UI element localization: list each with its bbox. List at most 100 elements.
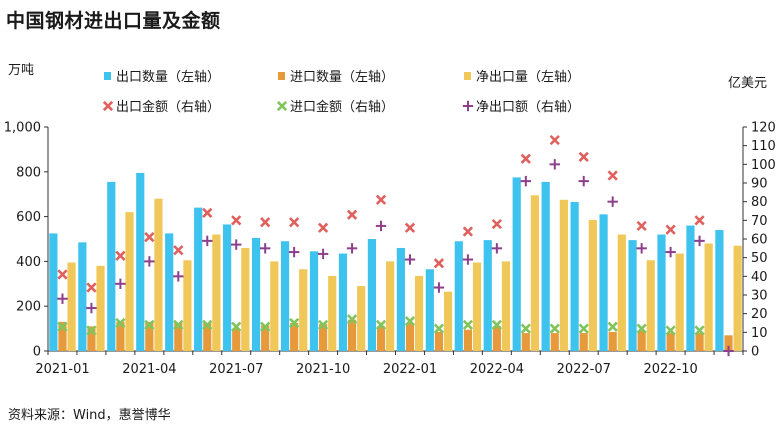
x-tick-label: 2021-07 <box>209 362 263 377</box>
marker-import-value <box>462 319 474 330</box>
bar-import-volume <box>405 323 415 351</box>
marker-net-export-value <box>549 159 560 170</box>
marker-import-value <box>491 319 502 330</box>
x-tick-label: 2021-04 <box>122 362 176 377</box>
legend-label: 出口金额（右轴） <box>116 99 220 115</box>
bar-export-volume <box>657 234 666 351</box>
bar-export-volume <box>338 253 348 351</box>
bar-import-volume <box>608 331 617 351</box>
marker-export-value <box>202 207 213 218</box>
marker-export-value <box>173 245 184 256</box>
bar-net-export-volume <box>125 212 134 351</box>
y-right-tick-label: 80 <box>751 195 768 210</box>
bar-net-export-volume <box>559 199 568 351</box>
y-right-tick-label: 60 <box>751 233 768 248</box>
y-right-tick-label: 10 <box>751 326 768 341</box>
marker-export-value <box>636 220 647 232</box>
bar-net-export-volume <box>675 253 684 351</box>
marker-export-value <box>289 217 300 228</box>
marker-export-value <box>665 224 676 235</box>
bar-import-volume <box>434 331 444 351</box>
marker-export-value <box>231 215 242 226</box>
marker-net-export-value <box>665 246 676 258</box>
bar-export-volume <box>136 172 145 351</box>
bar-import-volume <box>319 324 328 351</box>
marker-export-value <box>462 226 474 237</box>
bar-import-volume <box>116 321 125 351</box>
bar-export-volume <box>628 240 637 351</box>
marker-net-export-value <box>346 243 358 254</box>
bar-net-export-volume <box>501 261 511 351</box>
bar-net-export-volume <box>96 265 105 351</box>
marker-export-value <box>520 153 531 164</box>
x-tick-label: 2022-01 <box>383 362 437 377</box>
bar-import-volume <box>579 333 588 351</box>
y-right-tick-label: 70 <box>751 214 768 229</box>
bar-import-volume <box>666 333 675 351</box>
x-tick-label: 2022-07 <box>557 362 611 377</box>
marker-export-value <box>404 222 416 233</box>
y-right-tick-label: 20 <box>751 307 768 322</box>
bar-import-volume <box>58 321 67 351</box>
marker-import-value <box>231 321 242 332</box>
legend-label: 进口金额（右轴） <box>290 99 394 115</box>
legend-swatch <box>464 72 471 80</box>
bar-import-volume <box>261 325 270 351</box>
bar-export-volume <box>223 224 232 351</box>
bar-import-volume <box>376 326 386 351</box>
marker-import-value <box>317 319 329 330</box>
marker-net-export-value <box>636 243 647 254</box>
x-tick-label: 2021-01 <box>35 362 89 377</box>
bar-export-volume <box>541 181 550 351</box>
bar-import-volume <box>492 326 501 351</box>
bar-import-volume <box>145 321 154 351</box>
bar-export-volume <box>309 251 319 351</box>
bar-import-volume <box>347 319 357 351</box>
marker-export-value <box>57 269 68 280</box>
marker-export-value <box>260 217 271 228</box>
bar-export-volume <box>165 233 174 351</box>
bar-export-volume <box>686 225 695 351</box>
bar-net-export-volume <box>270 261 279 351</box>
y-left-tick-label: 400 <box>16 255 41 270</box>
legend-swatch <box>278 72 285 80</box>
bar-net-export-volume <box>443 291 453 351</box>
bar-import-volume <box>203 323 212 351</box>
bar-net-export-volume <box>588 219 597 351</box>
bar-export-volume <box>194 207 203 351</box>
y-right-tick-label: 0 <box>751 345 759 360</box>
x-tick-label: 2022-04 <box>470 362 524 377</box>
marker-export-value <box>346 209 358 220</box>
bar-net-export-volume <box>646 260 655 351</box>
legend-label: 出口数量（左轴） <box>116 70 220 85</box>
legend-marker <box>462 100 474 112</box>
marker-import-value <box>202 319 213 330</box>
legend-label: 进口数量（左轴） <box>290 70 394 85</box>
marker-import-value <box>433 323 445 334</box>
marker-import-value <box>578 323 589 334</box>
right-axis-unit: 亿美元 <box>728 76 768 91</box>
marker-net-export-value <box>173 271 184 282</box>
bar-net-export-volume <box>414 275 424 351</box>
x-tick-label: 2021-10 <box>296 362 350 377</box>
marker-import-value <box>694 325 705 336</box>
legend-label: 净出口量（左轴） <box>476 70 580 85</box>
bar-net-export-volume <box>154 198 163 351</box>
y-right-tick-label: 30 <box>751 289 768 304</box>
y-right-tick-label: 40 <box>751 270 768 285</box>
bar-export-volume <box>483 240 492 351</box>
marker-export-value <box>607 170 618 181</box>
bar-export-volume <box>425 269 434 351</box>
marker-net-export-value <box>288 246 300 258</box>
bar-export-volume <box>49 233 58 351</box>
bar-export-volume <box>570 202 579 351</box>
bar-export-volume <box>715 230 724 351</box>
y-left-tick-label: 800 <box>16 165 41 180</box>
marker-import-value <box>346 314 358 325</box>
y-left-tick-label: 200 <box>16 300 41 315</box>
bar-export-volume <box>396 247 405 351</box>
marker-export-value <box>375 194 387 205</box>
bar-net-export-volume <box>67 262 76 351</box>
marker-import-value <box>549 323 560 334</box>
